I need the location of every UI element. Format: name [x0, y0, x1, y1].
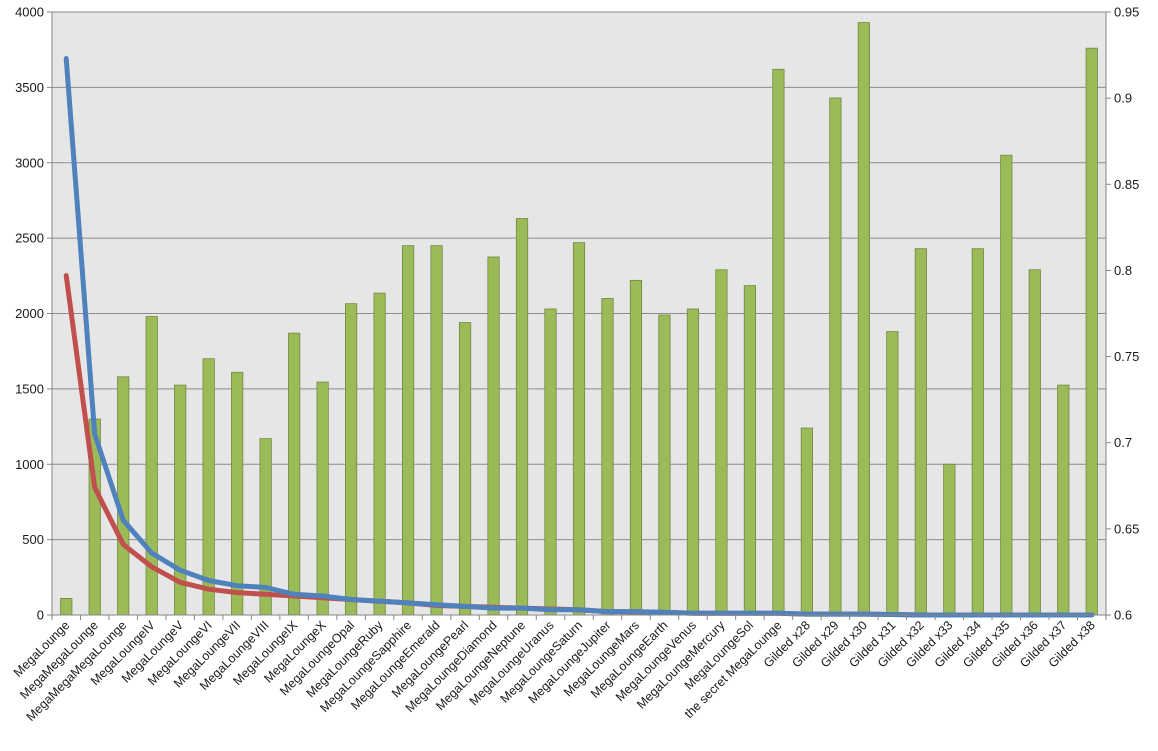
y-tick-label: 1500 [15, 381, 44, 396]
tick-labels: 0 500 1000 1500 2000 2500 3000 3500 4000 0.6 0.65 0… [11, 5, 1139, 724]
y2-tick-label: 0.95 [1114, 5, 1139, 20]
bar [231, 371, 244, 616]
axes [47, 11, 1111, 620]
bar [316, 381, 329, 616]
bar [430, 245, 443, 616]
bar [401, 245, 415, 616]
y-tick-label: 2500 [15, 231, 44, 246]
bar [288, 332, 301, 616]
y2-tick-label: 0.65 [1114, 521, 1139, 536]
bar-series [60, 22, 1098, 616]
bar [117, 376, 130, 616]
bar [743, 285, 757, 616]
y-tick-label: 1000 [15, 457, 44, 472]
bar [458, 322, 472, 616]
bar [800, 427, 813, 616]
bar [715, 269, 728, 616]
y2-tick-label: 0.6 [1114, 608, 1132, 623]
bar [629, 279, 643, 616]
bar [914, 248, 927, 616]
bar [60, 598, 73, 616]
y-tick-label: 0 [37, 608, 44, 623]
bar [1057, 384, 1070, 616]
bar [601, 298, 614, 616]
bar [1085, 47, 1098, 616]
y2-tick-label: 0.7 [1114, 435, 1132, 450]
y-tick-label: 3500 [15, 80, 44, 95]
y-tick-label: 3000 [15, 155, 44, 170]
bar [1000, 154, 1013, 616]
bar [886, 331, 899, 616]
y2-tick-label: 0.85 [1114, 177, 1139, 192]
bar [345, 303, 358, 616]
bar [487, 256, 500, 616]
y-tick-label: 4000 [15, 5, 44, 20]
bar [686, 308, 700, 616]
bar [373, 292, 386, 616]
bar [943, 463, 956, 616]
bar [658, 314, 671, 616]
y2-tick-label: 0.75 [1114, 349, 1139, 364]
bar [1028, 269, 1041, 616]
y2-tick-label: 0.9 [1114, 91, 1132, 106]
bar [772, 68, 785, 616]
bar [971, 248, 984, 616]
y-tick-label: 500 [22, 532, 44, 547]
bar [857, 22, 870, 616]
bar [515, 218, 529, 616]
bar [544, 308, 557, 616]
bar [829, 97, 842, 616]
y-tick-label: 2000 [15, 306, 44, 321]
y2-tick-label: 0.8 [1114, 263, 1132, 278]
bar [572, 242, 586, 616]
